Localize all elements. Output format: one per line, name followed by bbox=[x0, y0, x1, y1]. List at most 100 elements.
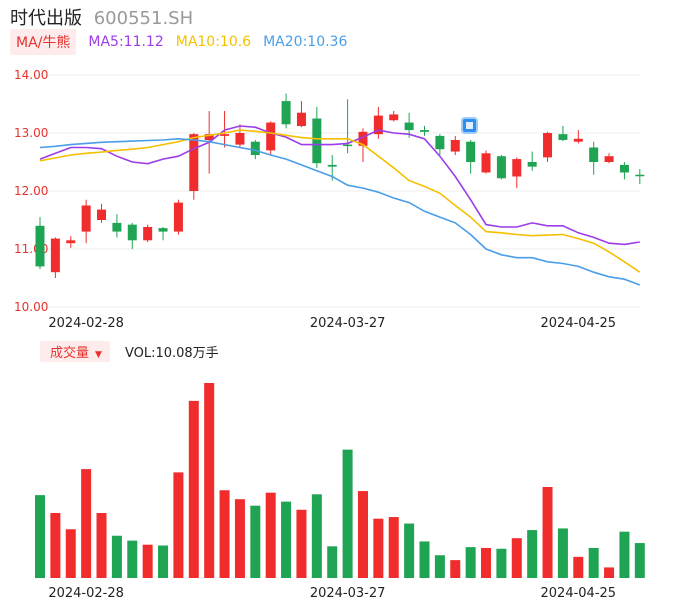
candle bbox=[35, 217, 45, 270]
y-tick-label: 13.00 bbox=[14, 126, 48, 140]
price-x-axis: 2024-02-28 2024-03-27 2024-04-25 bbox=[48, 316, 616, 331]
candle bbox=[50, 237, 60, 278]
candle bbox=[420, 126, 429, 136]
candle bbox=[66, 236, 76, 248]
volume-bar bbox=[465, 547, 476, 578]
volume-bar bbox=[65, 529, 76, 578]
ma-legend: MA/牛熊 MA5:11.12 MA10:10.6 MA20:10.36 bbox=[10, 29, 347, 55]
candle bbox=[296, 101, 306, 128]
candle bbox=[173, 199, 183, 235]
candle bbox=[220, 110, 230, 148]
x-tick-label: 2024-03-27 bbox=[310, 586, 386, 601]
volume-bar bbox=[250, 505, 261, 578]
stock-code: 600551.SH bbox=[93, 8, 194, 29]
ma-indicator-tag[interactable]: MA/牛熊 bbox=[10, 29, 77, 55]
volume-bar bbox=[311, 494, 322, 578]
volume-bar bbox=[111, 535, 122, 578]
event-marker[interactable] bbox=[461, 117, 478, 134]
volume-bar bbox=[158, 545, 169, 578]
x-tick-label: 2024-02-28 bbox=[48, 316, 124, 331]
candle-body bbox=[619, 164, 629, 173]
candle bbox=[189, 133, 199, 200]
volume-bar bbox=[604, 567, 615, 578]
candle bbox=[589, 141, 599, 175]
candle bbox=[466, 139, 476, 174]
volume-bar bbox=[142, 544, 153, 578]
candle-body bbox=[635, 174, 645, 177]
volume-bar bbox=[127, 540, 138, 578]
volume-bar bbox=[96, 513, 107, 578]
x-tick-label: 2024-04-25 bbox=[541, 586, 617, 601]
volume-bar bbox=[404, 523, 415, 578]
volume-bars bbox=[35, 383, 645, 578]
volume-bar bbox=[173, 472, 184, 578]
candle-body bbox=[235, 133, 245, 145]
volume-bar bbox=[81, 469, 92, 578]
volume-bar bbox=[511, 538, 522, 578]
volume-bar bbox=[50, 513, 61, 578]
candle bbox=[127, 222, 137, 249]
candle-body bbox=[481, 153, 491, 173]
y-tick-label: 12.00 bbox=[14, 184, 48, 198]
candle-body bbox=[81, 205, 91, 232]
candle-body bbox=[543, 133, 553, 158]
volume-bar bbox=[265, 492, 276, 578]
volume-bar bbox=[35, 495, 45, 578]
candle-body bbox=[358, 131, 368, 146]
candle-body bbox=[450, 139, 460, 152]
candle-body bbox=[66, 240, 76, 244]
candle-body bbox=[527, 162, 537, 167]
candle-body bbox=[35, 225, 45, 267]
candle-body bbox=[404, 122, 414, 131]
candle-body bbox=[281, 101, 291, 125]
volume-legend: 成交量 ▼ VOL:10.08万手 bbox=[40, 340, 219, 362]
x-tick-label: 2024-03-27 bbox=[310, 316, 386, 331]
ma-lines bbox=[39, 125, 641, 286]
candle bbox=[81, 199, 91, 244]
dropdown-arrow-icon: ▼ bbox=[95, 349, 102, 360]
candle bbox=[266, 121, 276, 156]
candle bbox=[450, 135, 460, 156]
candle bbox=[112, 214, 122, 238]
candle-body bbox=[296, 112, 306, 127]
candle-body bbox=[50, 238, 60, 273]
candle bbox=[635, 168, 645, 185]
ma5-line bbox=[39, 125, 640, 246]
volume-bar bbox=[573, 556, 584, 578]
ma10-line bbox=[39, 129, 641, 273]
candle-body bbox=[220, 134, 230, 136]
candle-body bbox=[97, 209, 107, 220]
ma5-legend: MA5:11.12 bbox=[88, 34, 164, 50]
price-grid bbox=[40, 74, 640, 308]
volume-bar bbox=[296, 509, 307, 578]
candle-body bbox=[573, 138, 583, 142]
y-tick-label: 10.00 bbox=[14, 300, 48, 314]
candle-body bbox=[327, 164, 337, 167]
candle-body bbox=[189, 134, 199, 191]
volume-bar bbox=[188, 400, 199, 578]
candle-body bbox=[143, 226, 153, 241]
candle-body bbox=[343, 144, 353, 147]
candle-body bbox=[312, 118, 322, 164]
candle-body bbox=[435, 135, 445, 150]
stock-title: 时代出版 600551.SH bbox=[10, 4, 193, 30]
x-tick-label: 2024-04-25 bbox=[541, 316, 617, 331]
candle bbox=[281, 93, 291, 129]
stock-name: 时代出版 bbox=[10, 8, 82, 29]
price-candles bbox=[35, 93, 645, 278]
volume-bar bbox=[527, 530, 538, 578]
volume-bar bbox=[450, 560, 461, 578]
candle bbox=[481, 150, 491, 174]
volume-bar bbox=[481, 547, 492, 578]
candle bbox=[97, 203, 107, 223]
candle-body bbox=[512, 159, 522, 177]
candle-body bbox=[604, 156, 614, 162]
volume-indicator-tag[interactable]: 成交量 ▼ bbox=[40, 340, 110, 362]
volume-bar bbox=[234, 499, 245, 578]
volume-bar bbox=[342, 449, 353, 578]
candle-body bbox=[589, 147, 599, 162]
candle bbox=[512, 157, 522, 189]
volume-bar bbox=[542, 487, 553, 578]
